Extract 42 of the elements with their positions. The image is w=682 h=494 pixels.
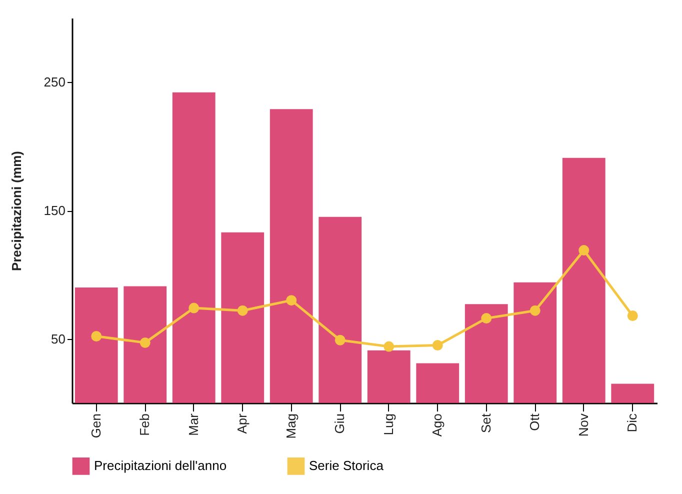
y-tick-label: 250 — [44, 74, 66, 90]
bar — [367, 350, 410, 403]
bar — [562, 158, 606, 403]
x-tick-label: Set — [478, 413, 494, 434]
legend-label: Precipitazioni dell'anno — [94, 458, 227, 474]
point — [334, 334, 346, 346]
point — [432, 340, 443, 350]
point — [188, 302, 200, 314]
x-tick-label: Mag — [283, 414, 298, 439]
legend-label: Serie Storica — [309, 458, 384, 474]
x-tick-label: Giu — [332, 414, 348, 434]
y-tick-label: 150 — [44, 203, 66, 218]
point — [481, 313, 492, 324]
x-tick-label: Ott — [527, 413, 542, 431]
bar — [416, 363, 460, 403]
x-tick-label: Gen — [88, 414, 104, 438]
x-tick-label: Nov — [576, 413, 591, 437]
point — [237, 305, 248, 316]
bar — [464, 304, 508, 403]
x-tick-label: Dic — [624, 413, 640, 432]
y-axis-title: Precipitazioni (mm) — [8, 151, 24, 271]
bar — [221, 232, 264, 403]
y-tick-label: 50 — [51, 331, 66, 346]
point — [91, 331, 102, 342]
point — [530, 305, 540, 316]
x-tick-label: Mar — [186, 412, 201, 436]
x-tick-label: Lug — [380, 414, 396, 436]
point — [627, 310, 638, 321]
point — [140, 337, 150, 348]
x-tick-label: Apr — [234, 412, 250, 434]
x-tick-label: Ago — [430, 414, 445, 437]
point — [384, 341, 394, 352]
bar — [611, 384, 654, 403]
point — [578, 245, 590, 256]
bar — [124, 286, 167, 403]
x-tick-label: Feb — [137, 414, 152, 436]
bar — [270, 109, 313, 403]
bar — [318, 216, 362, 403]
bar — [74, 288, 118, 403]
bar — [514, 282, 557, 403]
point — [286, 295, 297, 306]
bar — [172, 92, 216, 403]
